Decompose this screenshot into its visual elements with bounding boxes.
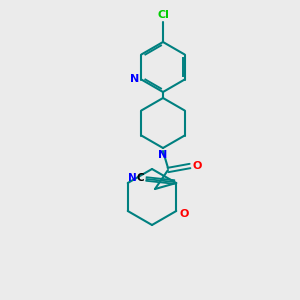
Text: N: N (130, 74, 139, 85)
Text: N: N (158, 150, 168, 160)
Text: C: C (136, 173, 144, 183)
Text: O: O (180, 209, 189, 219)
Text: Cl: Cl (157, 10, 169, 20)
Text: N: N (128, 173, 136, 183)
Text: O: O (192, 161, 202, 171)
